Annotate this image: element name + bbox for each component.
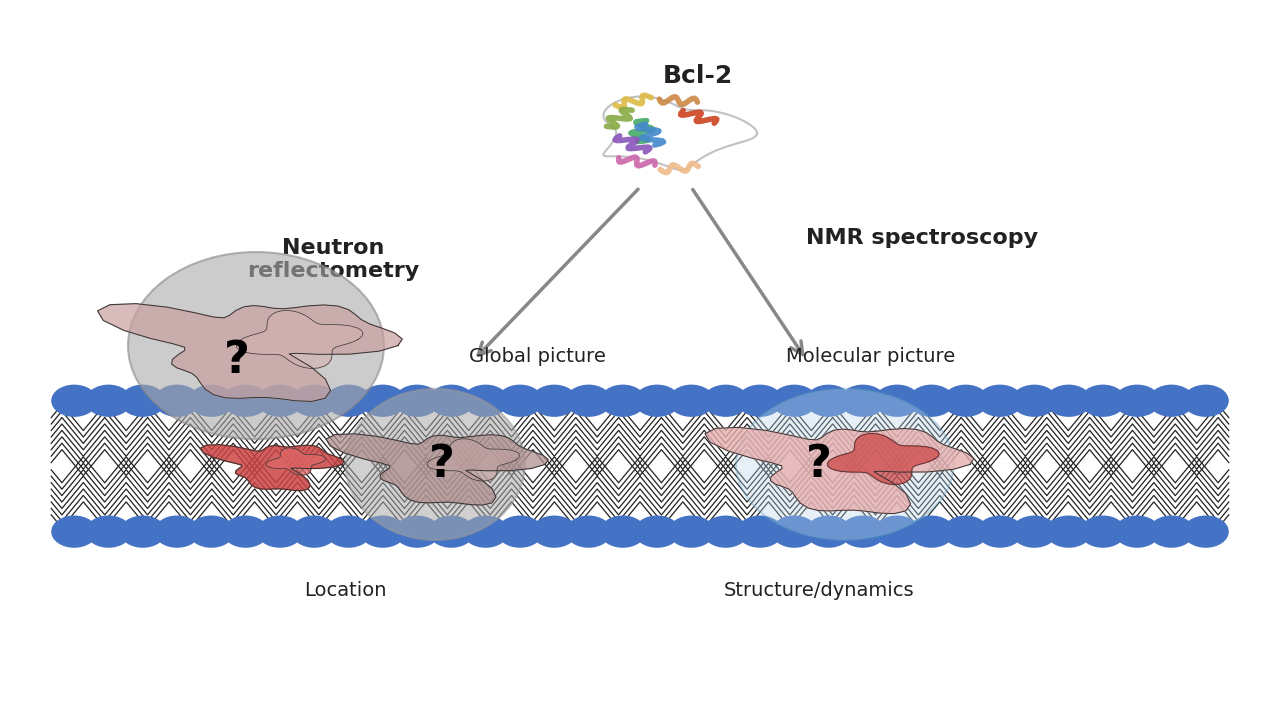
Ellipse shape — [942, 384, 988, 417]
Ellipse shape — [257, 516, 303, 548]
Ellipse shape — [120, 516, 166, 548]
Ellipse shape — [1046, 384, 1092, 417]
Ellipse shape — [257, 384, 303, 417]
Ellipse shape — [1114, 516, 1160, 548]
Ellipse shape — [1046, 516, 1092, 548]
Ellipse shape — [223, 384, 269, 417]
Ellipse shape — [325, 384, 371, 417]
Ellipse shape — [86, 516, 132, 548]
Ellipse shape — [909, 384, 955, 417]
Ellipse shape — [703, 516, 749, 548]
Ellipse shape — [634, 384, 680, 417]
Ellipse shape — [1148, 384, 1194, 417]
Text: NMR spectroscopy: NMR spectroscopy — [805, 228, 1038, 248]
Ellipse shape — [1148, 516, 1194, 548]
Ellipse shape — [394, 384, 440, 417]
Ellipse shape — [51, 384, 97, 417]
Ellipse shape — [292, 384, 338, 417]
Ellipse shape — [942, 516, 988, 548]
Ellipse shape — [429, 384, 475, 417]
Ellipse shape — [223, 516, 269, 548]
Text: Neutron
reflectometry: Neutron reflectometry — [247, 238, 419, 281]
Ellipse shape — [909, 516, 955, 548]
Text: Location: Location — [305, 581, 387, 600]
Ellipse shape — [805, 516, 851, 548]
Ellipse shape — [1114, 384, 1160, 417]
Polygon shape — [237, 310, 364, 369]
Ellipse shape — [292, 516, 338, 548]
Text: Molecular picture: Molecular picture — [786, 347, 955, 366]
Ellipse shape — [805, 384, 851, 417]
Ellipse shape — [668, 384, 714, 417]
Ellipse shape — [1183, 516, 1229, 548]
Ellipse shape — [462, 516, 508, 548]
Polygon shape — [326, 433, 548, 505]
Text: ?: ? — [224, 338, 250, 382]
Ellipse shape — [668, 516, 714, 548]
Polygon shape — [705, 428, 974, 513]
Ellipse shape — [1183, 384, 1229, 417]
Ellipse shape — [462, 384, 508, 417]
Ellipse shape — [1011, 516, 1057, 548]
Ellipse shape — [325, 516, 371, 548]
Ellipse shape — [154, 384, 200, 417]
Ellipse shape — [600, 384, 646, 417]
Ellipse shape — [566, 516, 612, 548]
Ellipse shape — [360, 516, 406, 548]
Ellipse shape — [188, 384, 234, 417]
Ellipse shape — [394, 516, 440, 548]
Ellipse shape — [120, 384, 166, 417]
Ellipse shape — [737, 516, 783, 548]
Ellipse shape — [86, 384, 132, 417]
Ellipse shape — [429, 516, 475, 548]
Ellipse shape — [346, 389, 525, 540]
Ellipse shape — [840, 516, 886, 548]
Ellipse shape — [634, 516, 680, 548]
Ellipse shape — [360, 384, 406, 417]
Ellipse shape — [736, 389, 954, 540]
Ellipse shape — [188, 516, 234, 548]
Text: Global picture: Global picture — [470, 347, 605, 366]
Text: ?: ? — [806, 443, 832, 486]
Ellipse shape — [737, 384, 783, 417]
Ellipse shape — [1080, 516, 1126, 548]
Ellipse shape — [772, 384, 818, 417]
Ellipse shape — [1080, 384, 1126, 417]
Ellipse shape — [566, 384, 612, 417]
Ellipse shape — [154, 516, 200, 548]
Text: Structure/dynamics: Structure/dynamics — [724, 581, 914, 600]
Ellipse shape — [977, 384, 1023, 417]
Polygon shape — [827, 433, 940, 485]
Ellipse shape — [497, 384, 543, 417]
Polygon shape — [201, 445, 344, 490]
Polygon shape — [97, 304, 402, 402]
Ellipse shape — [874, 384, 920, 417]
Text: ?: ? — [429, 443, 454, 486]
Ellipse shape — [128, 252, 384, 439]
Ellipse shape — [1011, 384, 1057, 417]
Ellipse shape — [51, 516, 97, 548]
Ellipse shape — [703, 384, 749, 417]
Ellipse shape — [874, 516, 920, 548]
Ellipse shape — [531, 516, 577, 548]
Ellipse shape — [772, 516, 818, 548]
Polygon shape — [428, 438, 520, 481]
Text: Bcl-2: Bcl-2 — [663, 63, 732, 88]
Polygon shape — [266, 448, 325, 475]
Ellipse shape — [977, 516, 1023, 548]
Ellipse shape — [840, 384, 886, 417]
Ellipse shape — [531, 384, 577, 417]
Ellipse shape — [497, 516, 543, 548]
Ellipse shape — [600, 516, 646, 548]
